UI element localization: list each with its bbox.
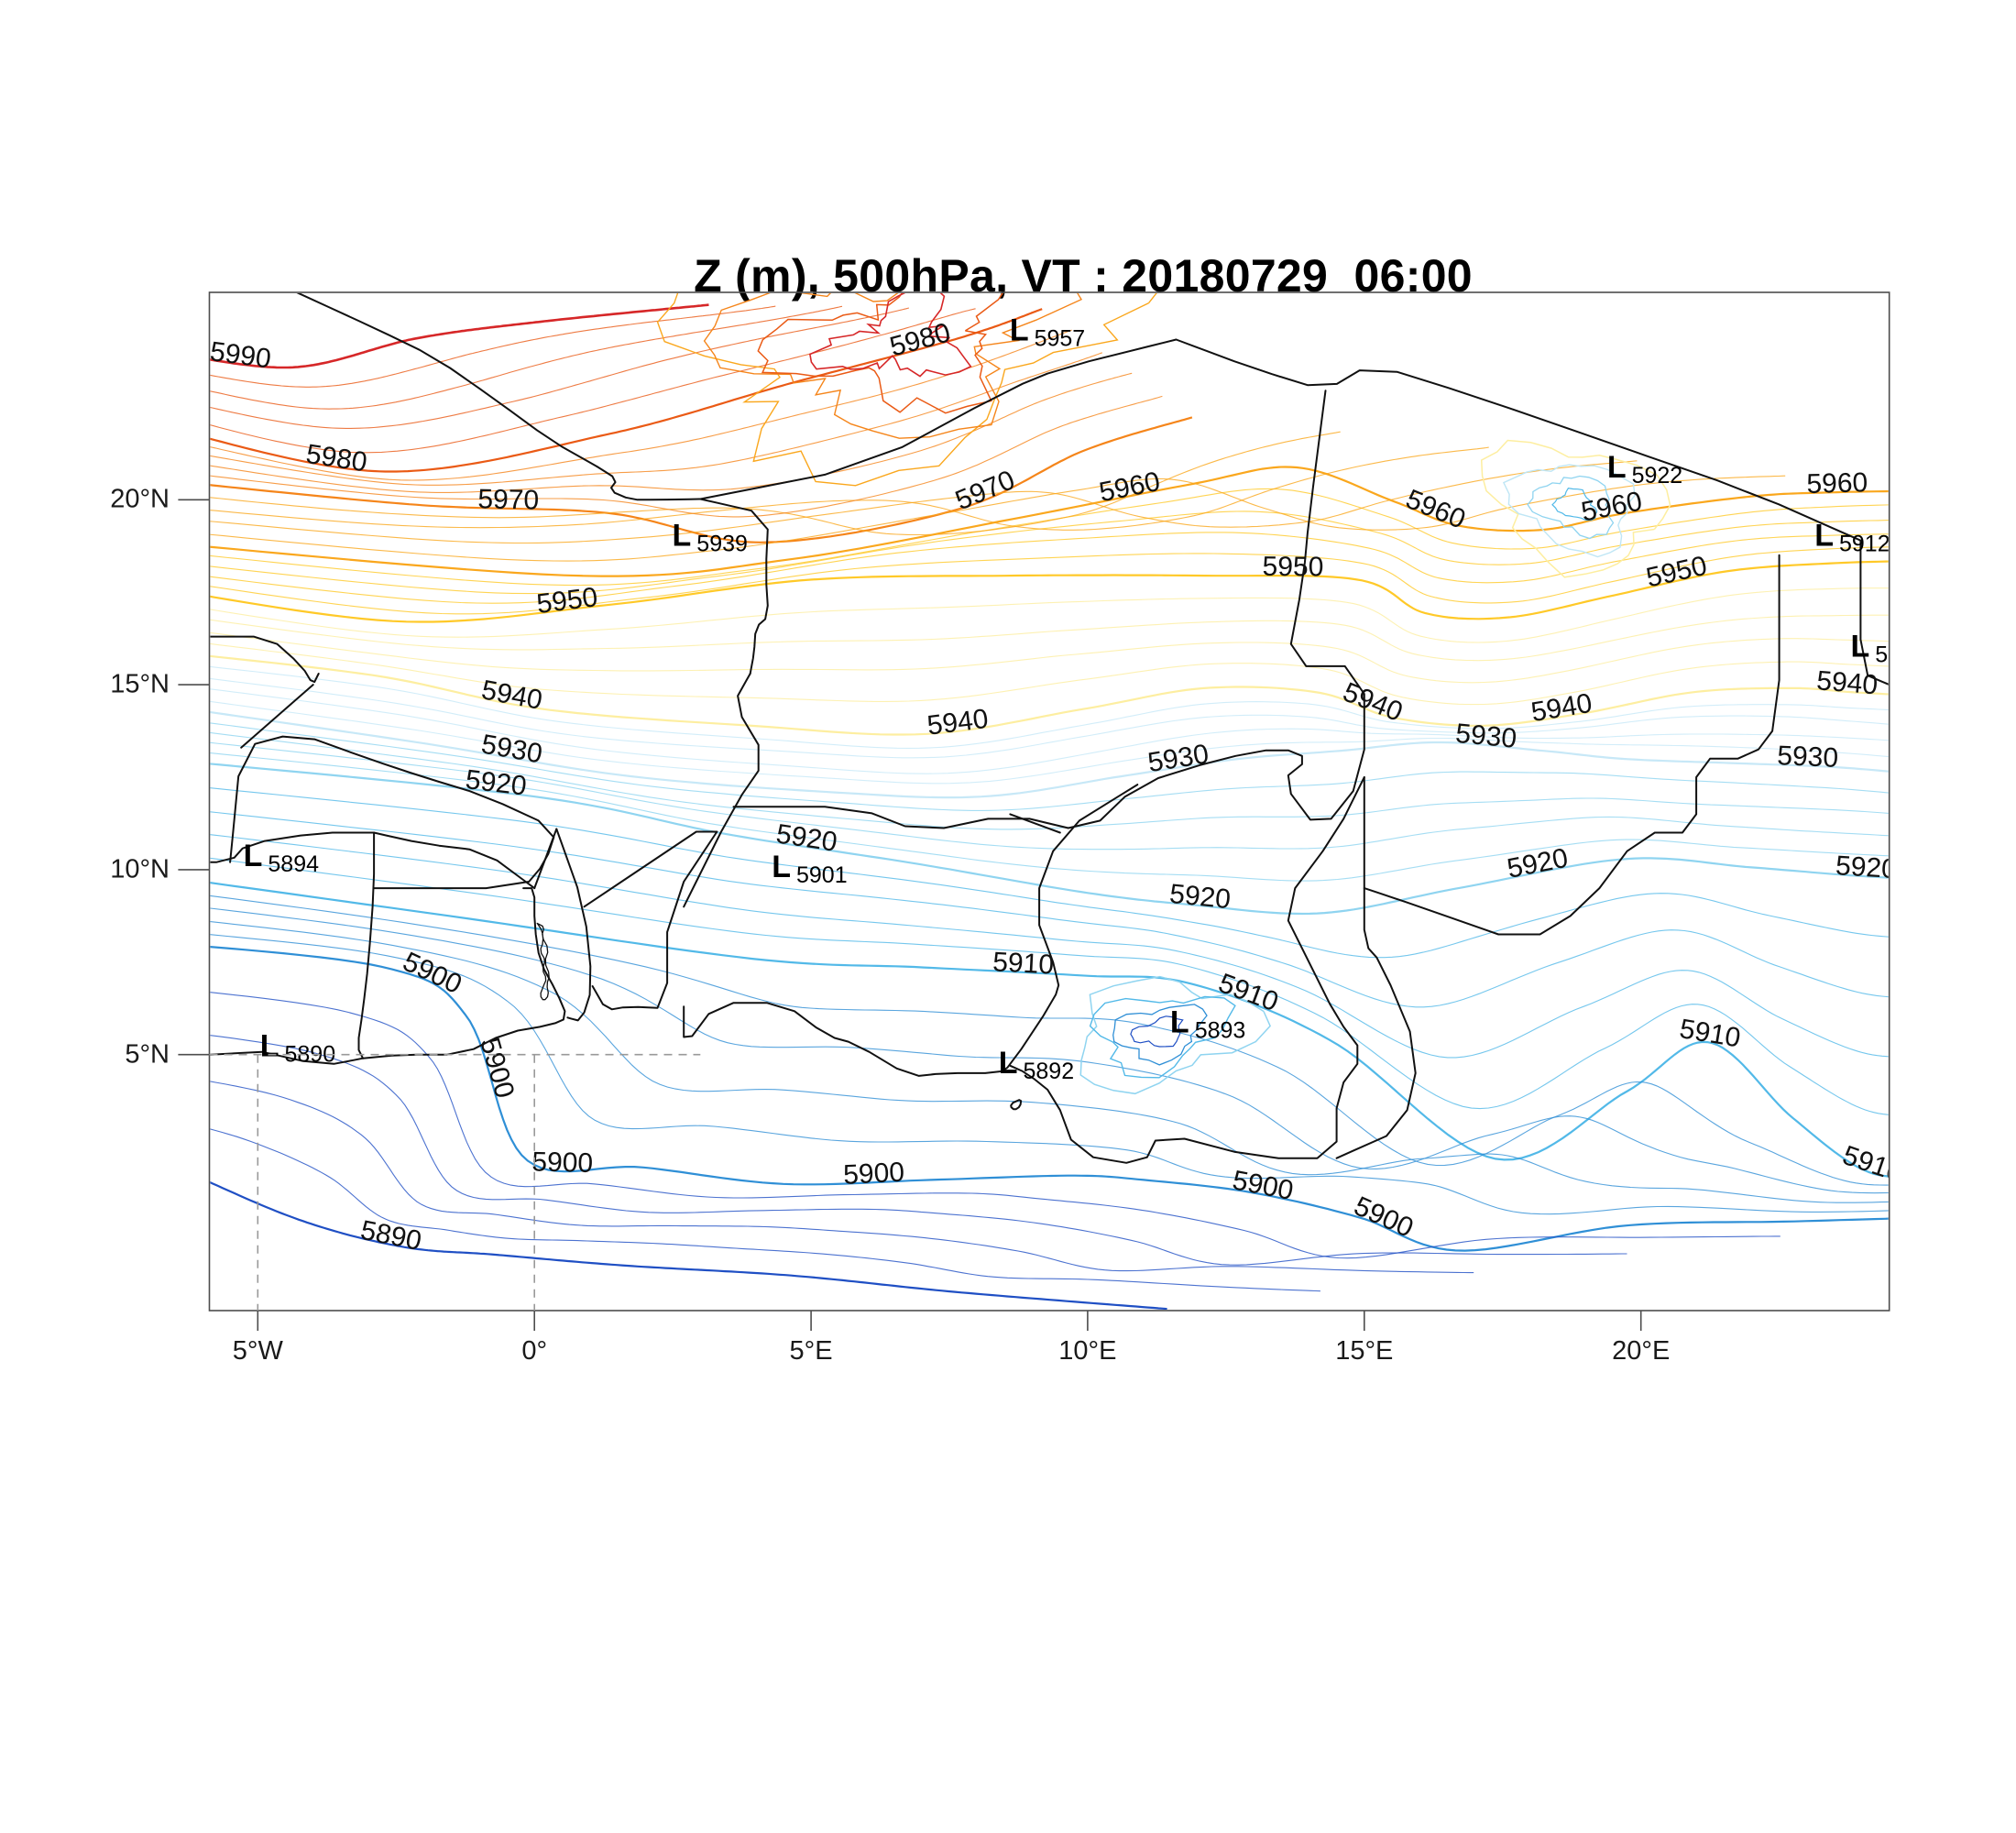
svg-text:5980: 5980	[887, 317, 954, 362]
svg-text:5930: 5930	[479, 730, 544, 770]
svg-text:5893: 5893	[1195, 1017, 1246, 1043]
svg-text:5920: 5920	[464, 764, 528, 801]
svg-text:L: L	[1010, 313, 1029, 348]
svg-text:5892: 5892	[1024, 1059, 1075, 1084]
svg-text:5900: 5900	[399, 947, 466, 1000]
svg-text:5957: 5957	[1035, 326, 1086, 352]
svg-text:5901: 5901	[796, 862, 848, 888]
svg-text:5960: 5960	[1097, 466, 1163, 508]
svg-text:5940: 5940	[926, 704, 990, 741]
svg-text:5900: 5900	[842, 1158, 904, 1191]
svg-text:5910: 5910	[992, 947, 1055, 980]
svg-text:5930: 5930	[1777, 741, 1839, 774]
svg-text:5912: 5912	[1839, 532, 1890, 557]
svg-text:5900: 5900	[1230, 1165, 1296, 1206]
svg-text:5940: 5940	[1529, 688, 1594, 728]
svg-text:5900: 5900	[474, 1035, 520, 1102]
svg-text:5900: 5900	[1350, 1191, 1418, 1243]
svg-text:5940: 5940	[1815, 665, 1879, 700]
svg-text:L: L	[260, 1029, 279, 1064]
svg-text:5960: 5960	[1806, 467, 1868, 499]
svg-text:5900: 5900	[531, 1147, 594, 1179]
svg-text:5922: 5922	[1632, 463, 1683, 488]
svg-text:L: L	[673, 519, 692, 554]
svg-text:5950: 5950	[1262, 552, 1323, 583]
svg-text:5917: 5917	[1875, 642, 1926, 668]
svg-text:5940: 5940	[1339, 677, 1407, 728]
svg-text:5910: 5910	[1214, 968, 1282, 1017]
svg-text:5970: 5970	[951, 465, 1019, 516]
svg-text:L: L	[1170, 1004, 1189, 1039]
svg-text:5960: 5960	[1401, 484, 1469, 535]
svg-text:5930: 5930	[1454, 719, 1518, 754]
svg-text:5939: 5939	[696, 532, 748, 557]
svg-text:5920: 5920	[1505, 843, 1571, 884]
svg-text:5920: 5920	[1168, 879, 1233, 915]
svg-text:L: L	[1607, 450, 1627, 485]
svg-text:L: L	[244, 839, 263, 873]
svg-text:5990: 5990	[208, 336, 272, 374]
svg-text:L: L	[772, 850, 791, 884]
svg-text:5950: 5950	[1643, 551, 1709, 594]
svg-text:5950: 5950	[535, 582, 599, 620]
svg-text:5970: 5970	[477, 484, 539, 515]
svg-text:L: L	[1851, 630, 1870, 664]
svg-text:5920: 5920	[1835, 851, 1898, 884]
svg-text:5890: 5890	[358, 1215, 424, 1257]
svg-text:L: L	[999, 1046, 1018, 1081]
svg-text:5930: 5930	[1145, 739, 1211, 778]
svg-text:5894: 5894	[268, 851, 319, 877]
svg-text:L: L	[1814, 519, 1834, 554]
svg-text:5980: 5980	[304, 439, 369, 478]
